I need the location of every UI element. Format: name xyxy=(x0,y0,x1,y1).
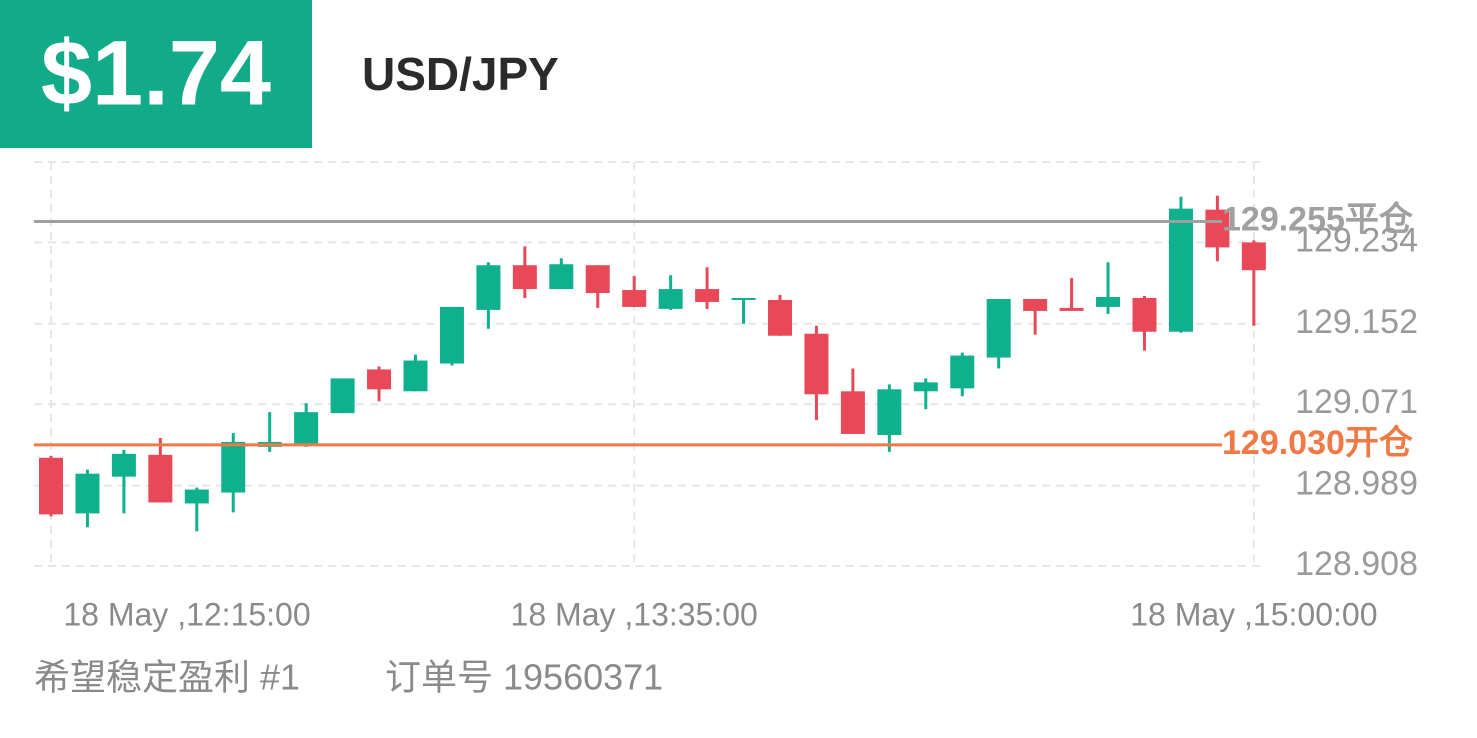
y-tick-label: 129.152 xyxy=(1295,303,1418,341)
symbol: USD/JPY xyxy=(362,48,559,100)
candle-body xyxy=(476,265,501,310)
candle-body xyxy=(148,454,173,503)
candle-body xyxy=(294,412,319,444)
candle-body xyxy=(913,382,938,392)
candle-body xyxy=(731,297,756,300)
candle-body xyxy=(1023,298,1048,311)
candle-body xyxy=(768,299,792,336)
profit: $1.74 xyxy=(41,22,271,124)
candle-body xyxy=(1168,208,1193,332)
candle-body xyxy=(585,265,610,294)
candle-body xyxy=(221,441,246,493)
candle-body xyxy=(512,265,537,290)
y-tick-label: 129.071 xyxy=(1295,383,1418,421)
x-tick-label: 18 May ,13:35:00 xyxy=(511,596,758,632)
candle-body xyxy=(1059,307,1084,311)
close-price-label: 129.255平仓 xyxy=(1222,201,1414,239)
candle-body xyxy=(1096,296,1121,307)
candle-body xyxy=(111,453,136,477)
candle-body xyxy=(840,391,865,434)
candle-body xyxy=(549,264,574,290)
candle-body xyxy=(39,457,63,515)
candle-body xyxy=(439,306,464,364)
open-price-label: 129.030开仓 xyxy=(1222,424,1414,462)
y-tick-label: 129.234 xyxy=(1295,221,1418,259)
candle-body xyxy=(658,289,683,309)
y-tick-label: 128.908 xyxy=(1295,545,1418,583)
candle-body xyxy=(950,355,975,389)
candle-body xyxy=(804,333,829,395)
candle-body xyxy=(367,369,392,390)
y-tick-label: 128.989 xyxy=(1295,465,1418,503)
candle-body xyxy=(403,360,428,392)
candle-body xyxy=(695,289,720,302)
x-tick-label: 18 May ,12:15:00 xyxy=(63,596,310,632)
candle-body xyxy=(75,473,100,514)
candle-body xyxy=(1205,209,1230,248)
strategy: 希望稳定盈利 #1 xyxy=(34,657,300,698)
candle-body xyxy=(1241,242,1266,271)
candle-body xyxy=(622,290,647,307)
candle-body xyxy=(877,389,902,435)
candle-body xyxy=(986,298,1011,358)
order-number: 订单号 19560371 xyxy=(385,657,663,698)
profit-badge xyxy=(0,0,312,148)
candle-body xyxy=(1132,297,1157,332)
candle-body xyxy=(184,489,209,504)
candle-body xyxy=(330,378,355,414)
x-tick-label: 18 May ,15:00:00 xyxy=(1130,596,1377,632)
